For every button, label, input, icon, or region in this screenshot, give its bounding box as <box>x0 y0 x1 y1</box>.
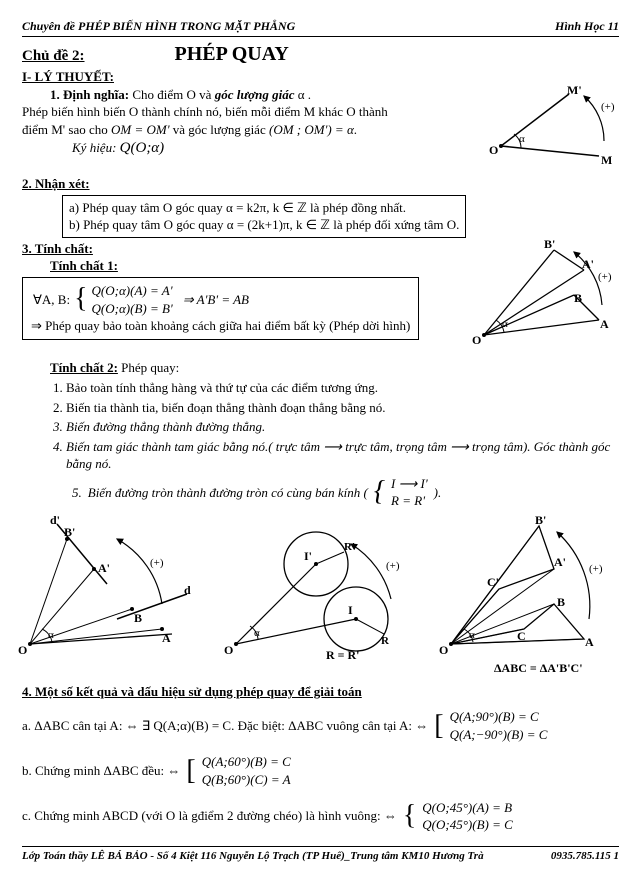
prop-5: 5. Biến đường tròn thành đường tròn có c… <box>72 475 619 510</box>
svg-text:R': R' <box>344 541 355 553</box>
def-1c: α . <box>294 87 311 102</box>
diagram-4: O I I' R R' R = R' α (+) <box>226 514 416 664</box>
svg-text:B': B' <box>64 525 75 539</box>
nhanxet-heading: 2. Nhận xét: <box>22 175 619 193</box>
sec4-a: a. ΔABC cân tại A: ⇔ ∃ Q(A;α)(B) = C. Đặ… <box>22 708 619 743</box>
header-left: Chuyên đề PHÉP BIẾN HÌNH TRONG MẶT PHẲNG <box>22 18 295 34</box>
svg-text:O: O <box>472 333 481 347</box>
svg-text:A': A' <box>98 561 110 575</box>
prop-2: Biến tia thành tia, biến đoạn thẳng thàn… <box>66 399 619 417</box>
prop-1: Bảo toàn tính thẳng hàng và thứ tự của c… <box>66 379 619 397</box>
svg-text:A': A' <box>582 257 594 271</box>
page-footer: Lớp Toán thầy LÊ BÁ BẢO - Số 4 Kiệt 116 … <box>22 846 619 864</box>
svg-text:C: C <box>517 629 526 643</box>
tc1-concl: ⇒ Phép quay bảo toàn khoảng cách giữa ha… <box>31 317 410 335</box>
svg-text:C': C' <box>487 575 499 589</box>
svg-text:(+): (+) <box>386 560 400 572</box>
svg-text:α: α <box>519 133 525 145</box>
svg-text:O: O <box>18 643 27 657</box>
svg-text:α: α <box>48 629 54 641</box>
svg-text:O: O <box>224 643 233 657</box>
nhanxet-box: a) Phép quay tâm O góc quay α = k2π, k ∈… <box>62 195 466 238</box>
definition-block: O M M' α (+) 1. Định nghĩa: Cho điểm O v… <box>22 86 619 159</box>
svg-text:α: α <box>502 318 508 330</box>
svg-text:d: d <box>184 583 191 597</box>
chude-label: Chủ đề 2: <box>22 46 85 66</box>
svg-text:ΔABC = ΔA'B'C': ΔABC = ΔA'B'C' <box>494 661 583 675</box>
svg-text:(+): (+) <box>150 557 164 569</box>
svg-text:B': B' <box>544 237 555 251</box>
footer-left: Lớp Toán thầy LÊ BÁ BẢO - Số 4 Kiệt 116 … <box>22 849 484 864</box>
svg-text:B: B <box>557 595 565 609</box>
main-title: PHÉP QUAY <box>175 41 289 68</box>
svg-text:B: B <box>134 611 142 625</box>
header-right: Hình Học 11 <box>555 18 619 34</box>
svg-text:I': I' <box>304 549 312 563</box>
svg-text:R = R': R = R' <box>326 648 360 662</box>
diagram-2: O A B A' B' α (+) <box>474 240 619 360</box>
prop-4: Biến tam giác thành tam giác bằng nó.( t… <box>66 438 619 473</box>
section-1-heading: I- LÝ THUYẾT: <box>22 68 619 86</box>
def-heading: 1. Định nghĩa: <box>50 87 129 102</box>
svg-text:α: α <box>254 627 260 639</box>
svg-text:(+): (+) <box>589 563 603 575</box>
svg-text:M': M' <box>567 83 582 97</box>
diagram-1: O M M' α (+) <box>489 86 619 176</box>
svg-text:M: M <box>601 153 612 167</box>
sec4-heading: 4. Một số kết quả và dấu hiệu sử dụng ph… <box>22 683 619 701</box>
svg-text:B: B <box>574 291 582 305</box>
sec4-c: c. Chứng minh ABCD (với O là gđiểm 2 đườ… <box>22 799 619 834</box>
nhanxet-b: b) Phép quay tâm O góc quay α = (2k+1)π,… <box>69 216 459 234</box>
svg-text:A: A <box>162 631 171 645</box>
tc2-list: Bảo toàn tính thẳng hàng và thứ tự của c… <box>66 379 619 473</box>
svg-text:α: α <box>469 629 475 641</box>
diagram-row: O A B A' B' d d' α (+) O I I' R R' R = R… <box>22 514 619 679</box>
svg-text:(+): (+) <box>598 271 612 283</box>
sec4-b: b. Chứng minh ΔABC đều: ⇔ [ Q(A;60°)(B) … <box>22 753 619 788</box>
svg-text:A: A <box>585 635 594 649</box>
nhanxet-a: a) Phép quay tâm O góc quay α = k2π, k ∈… <box>69 199 459 217</box>
title-row: Chủ đề 2: PHÉP QUAY <box>22 41 619 68</box>
tc1-box: ∀A, B: { Q(O;α)(A) = A' Q(O;α)(B) = B' ⇒… <box>22 277 419 340</box>
svg-text:R: R <box>381 635 390 647</box>
svg-text:I: I <box>348 603 353 617</box>
tinhchat-block: O A B A' B' α (+) 3. Tính chất: Tính chấ… <box>22 240 619 342</box>
footer-right: 0935.785.115 1 <box>551 849 619 864</box>
def-1a: Cho điểm O và <box>132 87 214 102</box>
svg-text:O: O <box>439 643 448 657</box>
svg-text:d': d' <box>50 513 60 527</box>
header-rule <box>22 36 619 37</box>
tc2-row: Tính chất 2: Phép quay: <box>50 359 619 377</box>
prop-3: Biến đường thẳng thành đường thẳng. <box>66 418 619 436</box>
page-header: Chuyên đề PHÉP BIẾN HÌNH TRONG MẶT PHẲNG… <box>22 18 619 34</box>
svg-text:A: A <box>600 317 609 331</box>
def-1b: góc lượng giác <box>215 87 295 102</box>
svg-text:O: O <box>489 143 498 157</box>
diagram-5: O A B C A' B' C' α (+) ΔABC = ΔA'B'C' <box>439 514 619 679</box>
svg-text:A': A' <box>554 555 566 569</box>
svg-text:B': B' <box>535 513 546 527</box>
svg-text:(+): (+) <box>601 101 615 113</box>
diagram-3: O A B A' B' d d' α (+) <box>22 514 202 664</box>
